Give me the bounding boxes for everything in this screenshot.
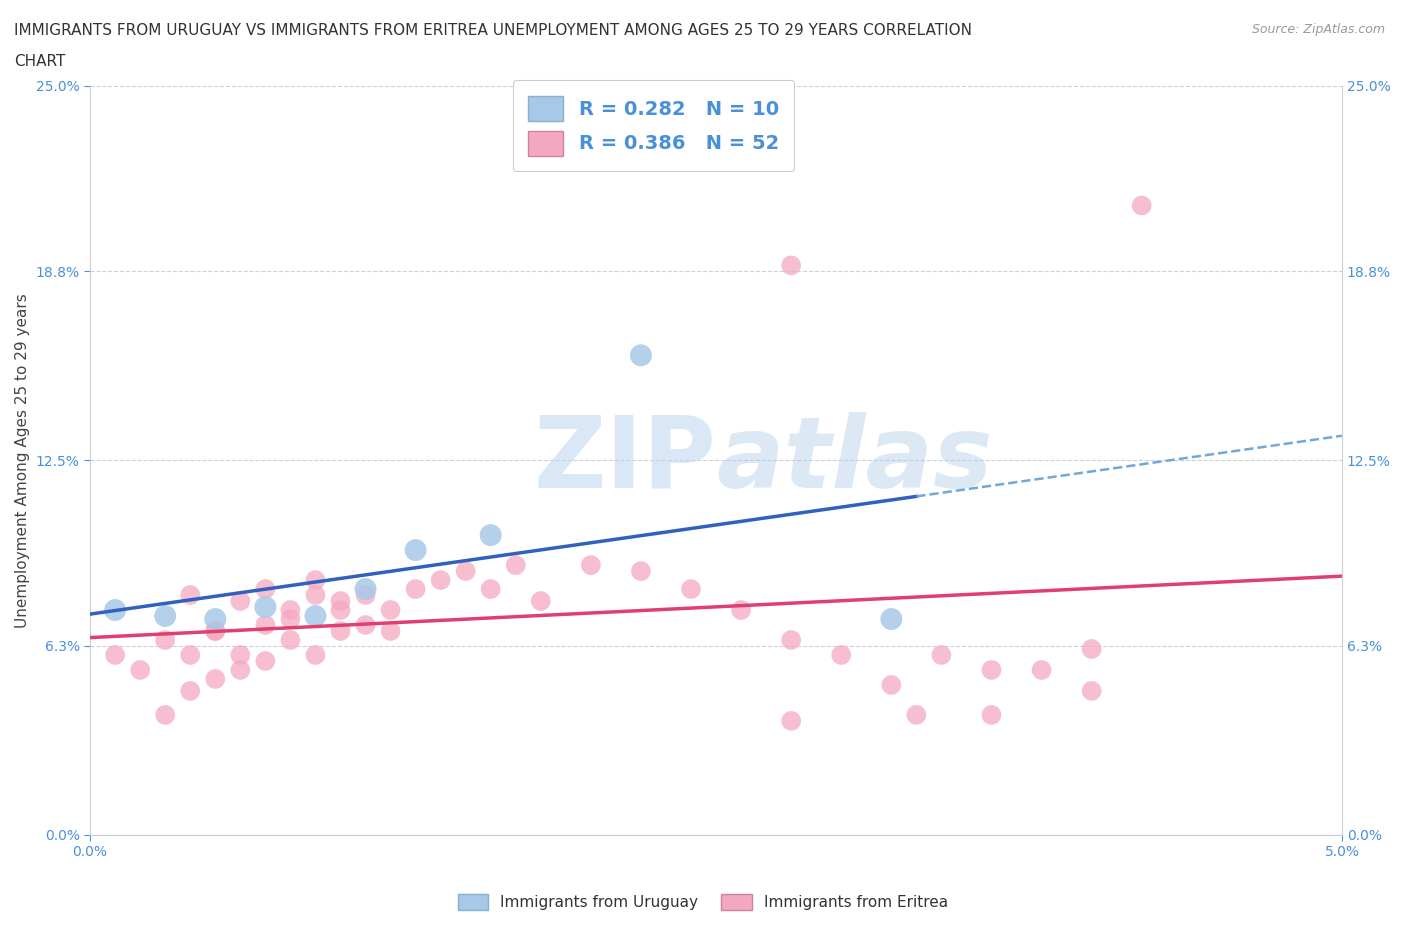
Point [354,618,377,632]
Text: Source: ZipAtlas.com: Source: ZipAtlas.com [1251,23,1385,36]
Point [229,647,252,662]
Point [579,558,602,573]
Point [830,647,852,662]
Point [254,581,277,596]
Point [304,608,326,623]
Point [880,612,903,627]
Point [229,662,252,677]
Point [304,588,326,603]
Point [380,603,402,618]
Point [155,608,177,623]
Point [880,678,903,693]
Point [280,612,302,627]
Point [204,624,226,639]
Point [479,581,502,596]
Point [280,603,302,618]
Y-axis label: Unemployment Among Ages 25 to 29 years: Unemployment Among Ages 25 to 29 years [15,293,30,628]
Point [104,603,127,618]
Point [304,647,326,662]
Point [254,654,277,669]
Point [354,588,377,603]
Point [204,671,226,686]
Point [1080,642,1102,657]
Point [780,258,803,272]
Point [405,542,427,557]
Text: CHART: CHART [14,54,66,69]
Point [931,647,953,662]
Point [454,564,477,578]
Point [980,662,1002,677]
Point [1130,198,1153,213]
Point [329,593,352,608]
Point [505,558,527,573]
Point [730,603,752,618]
Point [179,647,201,662]
Point [630,348,652,363]
Point [1080,684,1102,698]
Point [1031,662,1053,677]
Point [179,684,201,698]
Point [329,603,352,618]
Point [179,588,201,603]
Point [679,581,702,596]
Point [980,708,1002,723]
Point [204,612,226,627]
Point [129,662,152,677]
Text: atlas: atlas [716,412,993,509]
Point [429,573,451,588]
Point [304,573,326,588]
Point [204,624,226,639]
Point [405,581,427,596]
Point [905,708,928,723]
Point [329,624,352,639]
Legend: R = 0.282   N = 10, R = 0.386   N = 52: R = 0.282 N = 10, R = 0.386 N = 52 [513,80,794,171]
Point [155,632,177,647]
Point [104,647,127,662]
Legend: Immigrants from Uruguay, Immigrants from Eritrea: Immigrants from Uruguay, Immigrants from… [450,886,956,918]
Text: ZIP: ZIP [533,412,716,509]
Point [280,632,302,647]
Point [530,593,553,608]
Point [479,527,502,542]
Point [780,632,803,647]
Point [155,708,177,723]
Point [229,593,252,608]
Point [254,600,277,615]
Point [630,564,652,578]
Point [380,624,402,639]
Point [354,581,377,596]
Point [254,618,277,632]
Point [780,713,803,728]
Text: IMMIGRANTS FROM URUGUAY VS IMMIGRANTS FROM ERITREA UNEMPLOYMENT AMONG AGES 25 TO: IMMIGRANTS FROM URUGUAY VS IMMIGRANTS FR… [14,23,972,38]
